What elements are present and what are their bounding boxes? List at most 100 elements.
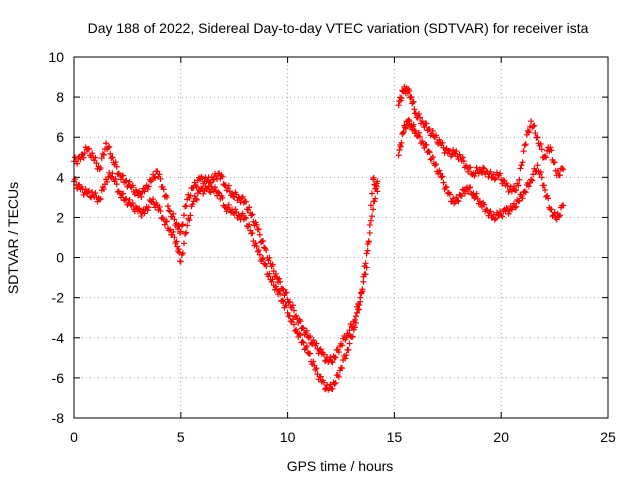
lower-trace-point	[540, 182, 547, 189]
upper-trace-marker	[556, 172, 563, 179]
lower-trace-marker	[87, 193, 94, 200]
lower-trace-marker	[453, 194, 460, 201]
lower-trace-marker	[492, 215, 499, 222]
upper-trace-marker	[519, 159, 526, 166]
upper-trace-point	[229, 190, 236, 197]
lower-trace-marker	[183, 229, 190, 236]
lower-trace-marker	[198, 185, 205, 192]
upper-trace-marker	[497, 170, 504, 177]
lower-trace-marker	[92, 190, 99, 197]
lower-trace-marker	[136, 205, 143, 212]
upper-trace-marker	[303, 327, 310, 334]
lower-trace-marker	[359, 286, 366, 293]
upper-trace-marker	[327, 354, 334, 361]
lower-trace-marker	[362, 260, 369, 267]
lower-trace-point	[534, 162, 541, 169]
upper-trace-point	[299, 324, 306, 331]
upper-trace-point	[96, 166, 103, 173]
upper-trace-marker	[166, 207, 173, 214]
upper-trace-marker	[467, 164, 474, 171]
upper-trace-point	[293, 312, 300, 319]
upper-trace-point	[177, 228, 184, 235]
upper-trace-marker	[538, 146, 545, 153]
lower-trace-marker	[332, 379, 339, 386]
upper-trace-marker	[471, 173, 478, 180]
upper-trace-marker	[191, 179, 198, 186]
upper-trace-marker	[537, 141, 544, 148]
lower-trace-point	[419, 138, 426, 145]
upper-trace-marker	[182, 203, 189, 210]
gridlines	[74, 57, 608, 418]
upper-trace-marker	[238, 195, 245, 202]
upper-trace-marker	[291, 307, 298, 314]
upper-trace-marker	[310, 337, 317, 344]
lower-trace-marker	[356, 306, 363, 313]
upper-trace-marker	[480, 164, 487, 171]
upper-trace-marker	[559, 165, 566, 172]
lower-trace-marker	[406, 118, 413, 125]
lower-trace-point	[363, 250, 370, 257]
lower-trace-marker	[74, 185, 81, 192]
lower-trace-marker	[366, 229, 373, 236]
lower-trace-marker	[367, 217, 374, 224]
plot-frame	[73, 56, 609, 419]
upper-trace-marker	[554, 168, 561, 175]
lower-trace-marker	[260, 255, 267, 262]
lower-trace-marker	[193, 196, 200, 203]
lower-trace-marker	[307, 350, 314, 357]
y-tick-label: 6	[56, 129, 64, 145]
lower-trace-marker	[545, 195, 552, 202]
lower-trace-marker	[182, 230, 189, 237]
lower-trace-marker	[279, 297, 286, 304]
upper-trace-marker	[320, 351, 327, 358]
upper-trace-marker	[335, 349, 342, 356]
lower-trace-marker	[163, 218, 170, 225]
lower-trace-marker	[144, 207, 151, 214]
lower-trace-marker	[100, 186, 107, 193]
lower-trace-point	[286, 312, 293, 319]
upper-trace-marker	[517, 165, 524, 172]
upper-trace-marker	[260, 237, 267, 244]
upper-trace-marker	[492, 175, 499, 182]
upper-trace-marker	[317, 346, 324, 353]
lower-trace-point	[412, 128, 419, 135]
lower-trace-marker	[450, 195, 457, 202]
lower-trace-marker	[443, 184, 450, 191]
lower-trace-marker	[342, 355, 349, 362]
upper-trace-marker	[456, 151, 463, 158]
lower-trace-point	[476, 198, 483, 205]
upper-trace-marker	[80, 154, 87, 161]
upper-trace-marker	[531, 122, 538, 129]
lower-trace-marker	[551, 209, 558, 216]
lower-trace-point	[254, 248, 261, 255]
lower-trace-marker	[400, 128, 407, 135]
y-tick-label: 10	[48, 49, 64, 65]
upper-trace-marker	[406, 88, 413, 95]
upper-trace-point	[331, 354, 338, 361]
lower-trace-marker	[439, 173, 446, 180]
lower-trace-marker	[429, 154, 436, 161]
lower-trace-marker	[358, 290, 365, 297]
upper-trace-marker	[98, 155, 105, 162]
lower-trace-marker	[166, 227, 173, 234]
lower-trace-marker	[422, 141, 429, 148]
lower-trace-marker	[215, 189, 222, 196]
lower-trace-marker	[289, 316, 296, 323]
lower-trace-point	[431, 162, 438, 169]
lower-trace-marker	[123, 195, 130, 202]
lower-trace-marker	[372, 185, 379, 192]
upper-trace-marker	[370, 174, 377, 181]
lower-trace-point	[438, 174, 445, 181]
lower-trace-marker	[85, 187, 92, 194]
lower-trace-marker	[246, 221, 253, 228]
x-tick-label: 20	[493, 429, 509, 445]
upper-trace-marker	[92, 154, 99, 161]
lower-trace-marker	[317, 373, 324, 380]
upper-trace-marker	[151, 174, 158, 181]
upper-trace-marker	[518, 162, 525, 169]
lower-trace-point	[370, 206, 377, 213]
lower-trace-marker	[511, 200, 518, 207]
upper-trace-marker	[179, 221, 186, 228]
lower-trace-marker	[371, 198, 378, 205]
